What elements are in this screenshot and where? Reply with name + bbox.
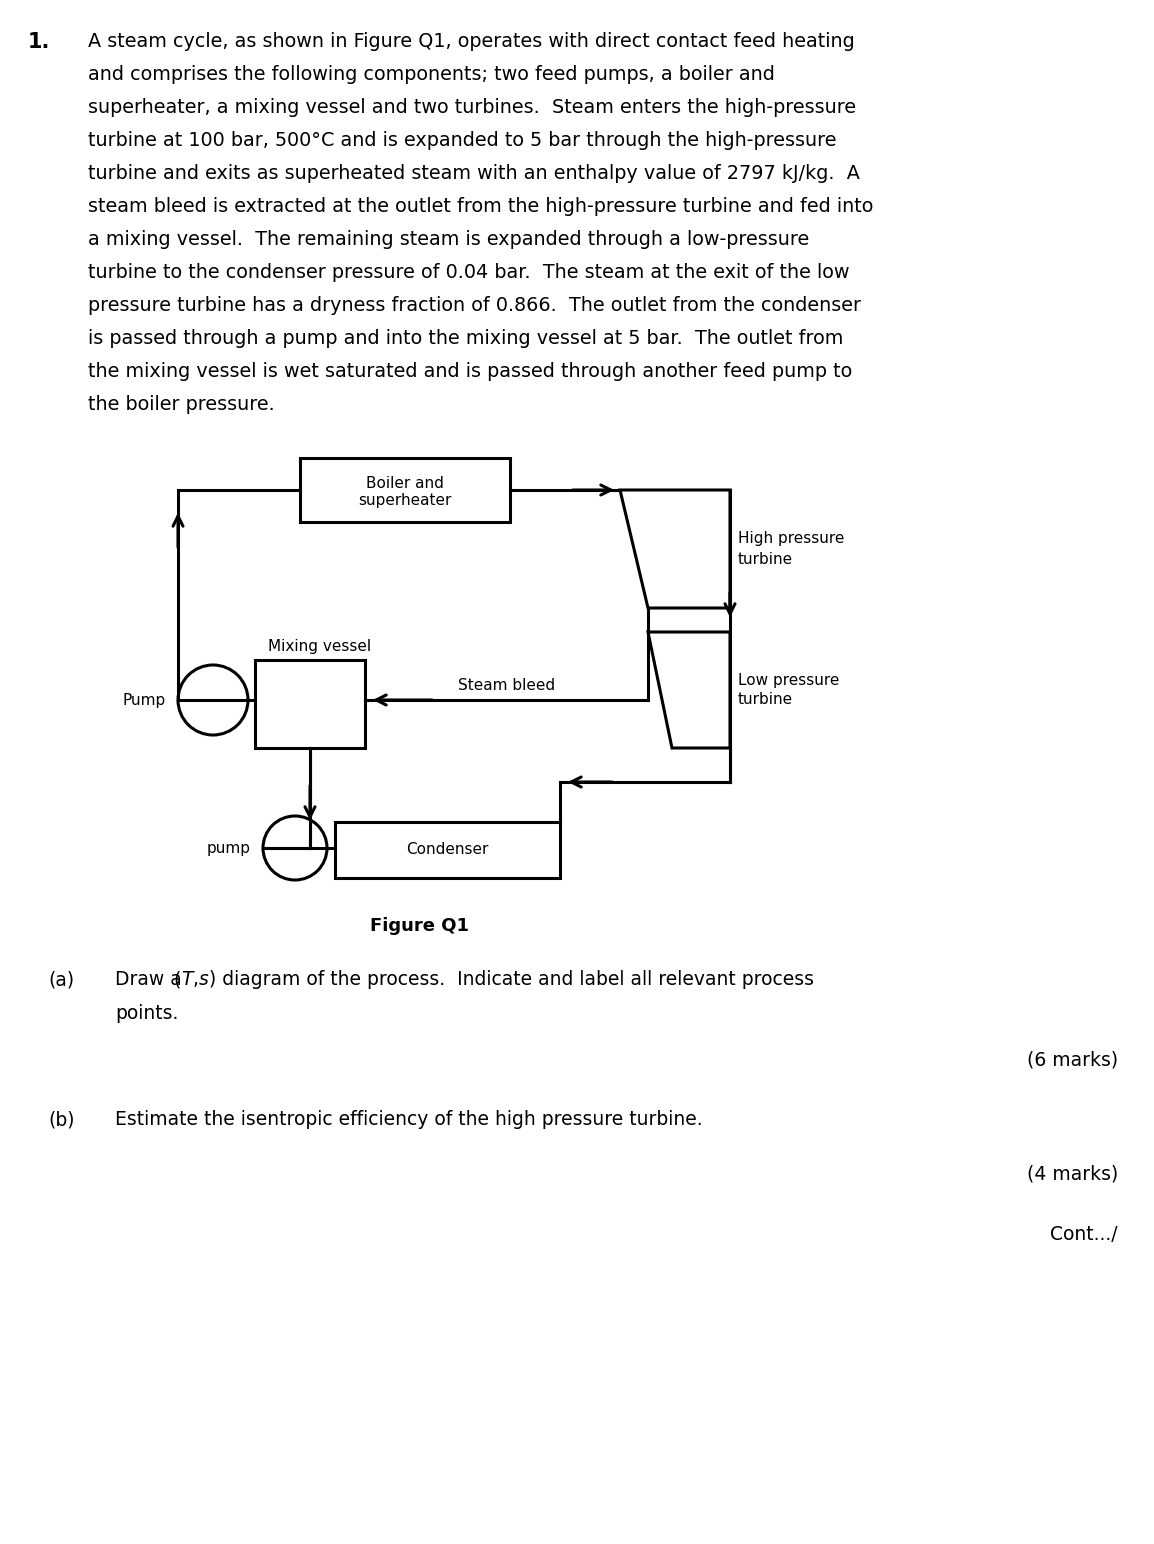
Text: Draw a: Draw a [115, 970, 188, 990]
Text: High pressure: High pressure [739, 531, 845, 547]
Text: and comprises the following components; two feed pumps, a boiler and: and comprises the following components; … [88, 65, 774, 83]
Text: superheater: superheater [358, 493, 451, 508]
Text: the mixing vessel is wet saturated and is passed through another feed pump to: the mixing vessel is wet saturated and i… [88, 361, 853, 381]
Text: pump: pump [207, 840, 252, 855]
Text: Condenser: Condenser [406, 843, 488, 857]
Text: Low pressure: Low pressure [739, 673, 839, 687]
Text: Steam bleed: Steam bleed [458, 678, 555, 693]
Text: A steam cycle, as shown in Figure Q1, operates with direct contact feed heating: A steam cycle, as shown in Figure Q1, op… [88, 32, 855, 51]
Text: turbine and exits as superheated steam with an enthalpy value of 2797 kJ/kg.  A: turbine and exits as superheated steam w… [88, 164, 860, 184]
Text: is passed through a pump and into the mixing vessel at 5 bar.  The outlet from: is passed through a pump and into the mi… [88, 329, 844, 347]
Text: the boiler pressure.: the boiler pressure. [88, 395, 275, 414]
Text: turbine at 100 bar, 500°C and is expanded to 5 bar through the high-pressure: turbine at 100 bar, 500°C and is expande… [88, 131, 837, 150]
Text: Boiler and: Boiler and [366, 477, 444, 491]
Text: Figure Q1: Figure Q1 [370, 917, 470, 936]
Text: (: ( [173, 970, 180, 990]
Text: pressure turbine has a dryness fraction of 0.866.  The outlet from the condenser: pressure turbine has a dryness fraction … [88, 296, 861, 315]
Text: turbine: turbine [739, 551, 793, 567]
Text: Pump: Pump [122, 693, 166, 707]
Text: (6 marks): (6 marks) [1027, 1050, 1118, 1068]
Text: T: T [181, 970, 193, 990]
Text: superheater, a mixing vessel and two turbines.  Steam enters the high-pressure: superheater, a mixing vessel and two tur… [88, 97, 856, 117]
Text: ,: , [193, 970, 198, 990]
Text: steam bleed is extracted at the outlet from the high-pressure turbine and fed in: steam bleed is extracted at the outlet f… [88, 198, 874, 216]
Text: Estimate the isentropic efficiency of the high pressure turbine.: Estimate the isentropic efficiency of th… [115, 1110, 703, 1129]
Text: ) diagram of the process.  Indicate and label all relevant process: ) diagram of the process. Indicate and l… [209, 970, 814, 990]
Text: turbine to the condenser pressure of 0.04 bar.  The steam at the exit of the low: turbine to the condenser pressure of 0.0… [88, 262, 849, 283]
Text: (b): (b) [48, 1110, 75, 1129]
Text: Mixing vessel: Mixing vessel [269, 639, 372, 655]
Text: s: s [198, 970, 209, 990]
Text: (a): (a) [48, 970, 74, 990]
Text: a mixing vessel.  The remaining steam is expanded through a low-pressure: a mixing vessel. The remaining steam is … [88, 230, 809, 249]
Text: turbine: turbine [739, 693, 793, 707]
Text: Cont.../: Cont.../ [1050, 1224, 1118, 1244]
Text: (4 marks): (4 marks) [1027, 1166, 1118, 1184]
Text: points.: points. [115, 1004, 179, 1024]
Text: 1.: 1. [28, 32, 51, 52]
